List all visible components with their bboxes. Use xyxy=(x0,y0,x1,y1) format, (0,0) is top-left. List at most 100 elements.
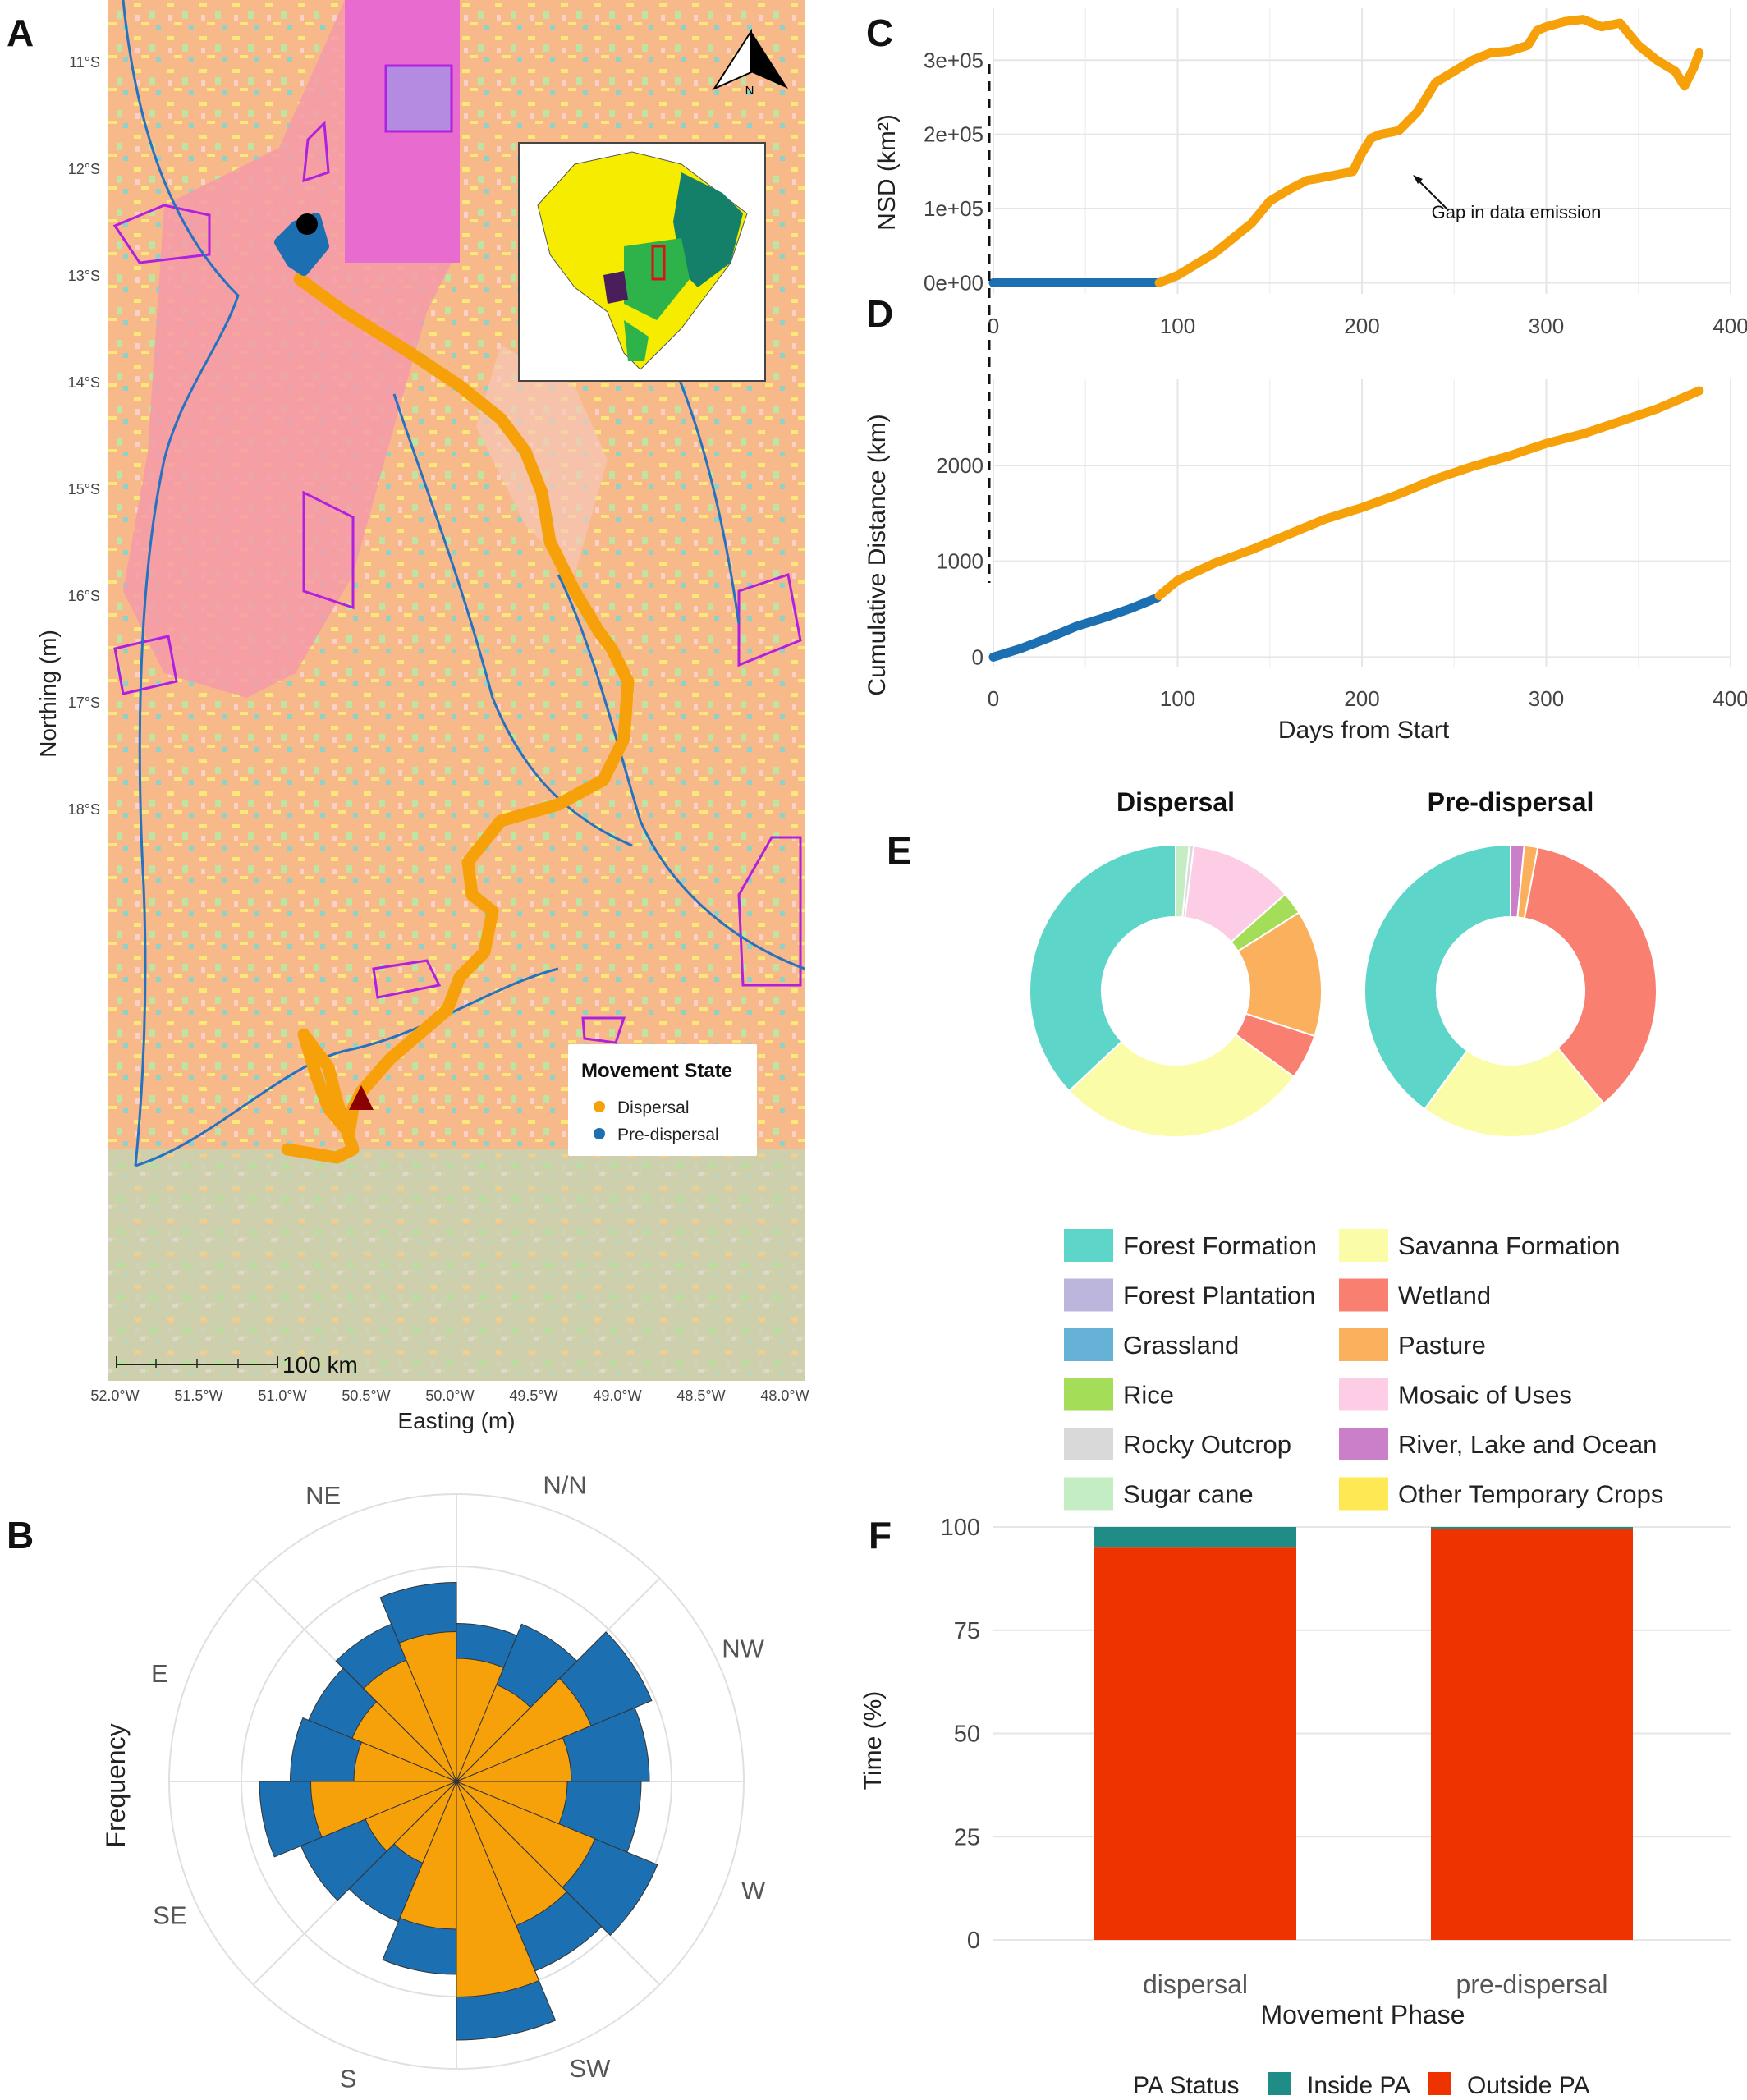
lon-tick-label: 50.0°W xyxy=(425,1387,474,1404)
latitude-ticks: 11°S 12°S 13°S 14°S 15°S 16°S 17°S 18°S xyxy=(68,54,100,818)
map-area: N Movement State Dispersal Pre-dispersal… xyxy=(108,0,805,1381)
rivers xyxy=(122,0,805,1167)
panel-label-c: C xyxy=(866,11,893,54)
x-tick-label: 200 xyxy=(1344,314,1379,338)
legend-swatch xyxy=(1064,1229,1113,1262)
rose-direction-label: SW xyxy=(569,2054,611,2083)
rose-sector-dispersal xyxy=(398,1630,457,1782)
y-tick-label: 1e+05 xyxy=(924,196,984,221)
pa-legend-outside-swatch xyxy=(1428,2072,1451,2095)
x-tick-label: 300 xyxy=(1529,686,1564,711)
protected-area-outlines xyxy=(112,120,802,1044)
lon-tick-label: 51.5°W xyxy=(174,1387,222,1404)
pa-legend: PA Status Inside PA Outside PA xyxy=(1133,2072,1590,2099)
legend-label: Sugar cane xyxy=(1123,1480,1254,1509)
map-x-axis-label: Easting (m) xyxy=(397,1408,515,1433)
y-tick-label: 2000 xyxy=(936,453,984,478)
series-line-dispersal xyxy=(1154,15,1704,287)
lat-tick-label: 18°S xyxy=(68,801,100,818)
lat-tick-label: 17°S xyxy=(68,695,100,711)
y-tick-label: 25 xyxy=(954,1824,980,1850)
legend-swatch xyxy=(1064,1378,1113,1411)
dispersal-track xyxy=(281,273,635,1164)
legend-swatch xyxy=(1064,1477,1113,1511)
panel-label-b: B xyxy=(7,1514,34,1557)
series-line-pre-dispersal xyxy=(988,593,1162,662)
legend-label: River, Lake and Ocean xyxy=(1398,1430,1657,1459)
lat-tick-label: 15°S xyxy=(68,481,100,497)
inset-map xyxy=(518,142,766,382)
lon-tick-label: 49.5°W xyxy=(509,1387,557,1404)
pa-time-chart: 0 25 50 75 100 dispersal pre-dispersal xyxy=(941,1515,1731,1999)
rose-sector-dispersal xyxy=(351,1701,457,1782)
rose-direction-label: NE xyxy=(305,1481,341,1510)
start-point-icon xyxy=(296,213,318,235)
x-tick-label: 300 xyxy=(1529,314,1564,338)
y-tick-label: 0 xyxy=(972,644,984,669)
donut-slice-forest-formation xyxy=(1364,843,1511,1111)
cumulative-distance-chart: 0 100 200 300 400 0 1000 2000 xyxy=(936,379,1747,711)
end-point-icon xyxy=(349,1085,374,1110)
gap-annotation-text: Gap in data emission xyxy=(1432,202,1602,222)
donut-title: Dispersal xyxy=(1117,787,1235,817)
lon-tick-label: 49.0°W xyxy=(593,1387,641,1404)
lat-tick-label: 13°S xyxy=(68,268,100,284)
y-tick-label: 1000 xyxy=(936,549,984,574)
legend-swatch xyxy=(1339,1477,1388,1511)
x-tick-label: 400 xyxy=(1713,314,1747,338)
legend-label: Rocky Outcrop xyxy=(1123,1430,1291,1459)
y-tick-label: 2e+05 xyxy=(924,122,984,147)
legend-label: Forest Plantation xyxy=(1123,1282,1315,1310)
x-tick-label: 100 xyxy=(1160,686,1195,711)
donut-title: Pre-dispersal xyxy=(1428,787,1594,817)
panel-label-f: F xyxy=(869,1514,892,1557)
x-tick-label: 0 xyxy=(988,686,999,711)
legend-dispersal-label: Dispersal xyxy=(617,1098,690,1117)
rose-direction-label: SE xyxy=(153,1901,186,1929)
legend-swatch xyxy=(1064,1428,1113,1460)
y-tick-label: 50 xyxy=(954,1722,980,1748)
legend-swatch xyxy=(1339,1328,1388,1361)
pa-y-axis-label: Time (%) xyxy=(860,1691,887,1791)
panel-label-d: D xyxy=(866,292,893,335)
rose-sector-dispersal xyxy=(310,1781,457,1838)
scale-bar: 100 km xyxy=(116,1352,358,1378)
scale-label: 100 km xyxy=(282,1352,358,1378)
bar-segment-inside-pa xyxy=(1094,1527,1296,1548)
donut-slice-forest-formation xyxy=(1029,843,1176,1093)
series-line-dispersal xyxy=(1154,386,1704,601)
rose-sector-dispersal xyxy=(365,1781,457,1852)
rose-direction-label: NW xyxy=(722,1635,764,1663)
lat-tick-label: 12°S xyxy=(68,161,100,177)
lat-tick-label: 11°S xyxy=(69,54,100,71)
x-tick-label: 200 xyxy=(1344,686,1379,711)
rose-direction-label: E xyxy=(151,1659,168,1688)
map-legend: Movement State Dispersal Pre-dispersal xyxy=(568,1044,757,1156)
rose-y-axis-label: Frequency xyxy=(101,1723,131,1847)
gap-annotation: Gap in data emission xyxy=(1413,175,1601,222)
donut-slice-savanna-formation xyxy=(1423,1046,1605,1138)
y-tick-label: 3e+05 xyxy=(924,48,984,72)
rose-sector-dispersal xyxy=(456,1658,505,1782)
y-tick-label: 0 xyxy=(967,1928,980,1954)
distance-x-axis-label: Days from Start xyxy=(1278,717,1450,744)
y-tick-label: 0e+00 xyxy=(924,270,984,295)
legend-swatch xyxy=(1064,1278,1113,1312)
north-arrow-icon: N xyxy=(712,28,788,98)
lon-tick-label: 48.0°W xyxy=(760,1387,809,1404)
x-tick-label: 100 xyxy=(1160,314,1195,338)
north-label: N xyxy=(745,84,754,98)
lon-tick-label: 48.5°W xyxy=(676,1387,725,1404)
legend-swatch xyxy=(1339,1378,1388,1411)
panel-label-a: A xyxy=(7,11,34,54)
legend-pre-dispersal-swatch xyxy=(594,1128,605,1139)
legend-pre-dispersal-label: Pre-dispersal xyxy=(617,1126,719,1144)
donut-slice-wetland xyxy=(1523,846,1658,1105)
pa-legend-inside-swatch xyxy=(1268,2072,1291,2095)
legend-swatch xyxy=(1339,1278,1388,1312)
rose-direction-label: S xyxy=(340,2065,357,2093)
pa-legend-title: PA Status xyxy=(1133,2072,1240,2099)
lat-tick-label: 14°S xyxy=(68,374,100,391)
legend-label: Other Temporary Crops xyxy=(1398,1480,1663,1509)
